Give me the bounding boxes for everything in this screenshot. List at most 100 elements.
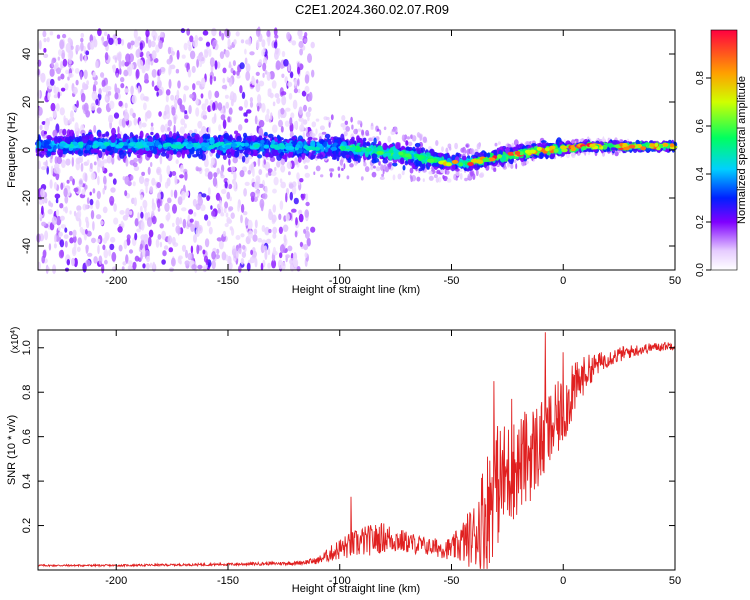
spectrogram-core-blob	[279, 143, 285, 148]
spectrogram-noise-blob	[66, 179, 70, 184]
spectrogram-noise-blob	[103, 237, 108, 244]
spectrogram-noise-blob	[216, 248, 220, 255]
spectrogram-noise-blob	[197, 224, 203, 234]
spectrogram-noise-blob	[202, 114, 208, 120]
spectrogram-signal-blob	[84, 149, 89, 154]
spectrogram-noise-blob	[93, 161, 97, 166]
spectrogram-noise-blob	[460, 147, 465, 153]
spectrogram-core-blob	[654, 142, 659, 147]
spectrogram-noise-blob	[236, 70, 240, 76]
spectrogram-signal-blob	[43, 140, 50, 149]
spectrogram-noise-blob	[305, 132, 310, 138]
spectrogram-noise-blob	[123, 111, 130, 122]
spectrogram-signal-blob	[169, 149, 174, 155]
spectrogram-noise-blob	[127, 260, 133, 266]
spectrogram-noise-blob	[196, 58, 200, 68]
spectrogram-noise-blob	[279, 178, 283, 184]
spectrogram-signal-blob	[336, 153, 340, 162]
spectrogram-signal-blob	[146, 151, 153, 158]
spectrogram-noise-blob	[351, 124, 354, 130]
spectrogram-noise-blob	[96, 190, 101, 200]
spectrogram-signal-blob	[230, 149, 235, 156]
spectrogram-signal-blob	[209, 137, 215, 145]
spectrogram-signal-blob	[415, 159, 421, 167]
spectrogram-noise-blob	[364, 166, 370, 173]
spectrogram-signal-blob	[238, 146, 243, 151]
spectrogram-core-blob	[170, 144, 177, 149]
spectrogram-noise-blob	[164, 202, 170, 212]
spectrogram-noise-blob	[140, 234, 146, 241]
spectrogram-noise-blob	[210, 205, 213, 210]
spectrogram-noise-blob	[255, 27, 261, 37]
colorbar-tick-label: 0.4	[695, 167, 706, 181]
spectrogram-noise-blob	[308, 130, 313, 138]
spectrogram-noise-blob	[279, 244, 286, 254]
spectrogram-core-blob	[303, 145, 309, 149]
spectrogram-noise-blob	[53, 181, 58, 190]
spectrogram-noise-blob	[189, 50, 196, 60]
spectrogram-noise-blob	[77, 209, 82, 219]
spectrogram-noise-blob	[277, 109, 281, 120]
spectrogram-signal-blob	[150, 131, 154, 136]
spectrogram-noise-blob	[90, 210, 95, 220]
spectrogram-noise-blob	[244, 48, 247, 55]
spectrogram-signal-blob	[323, 141, 328, 147]
spectrogram-noise-blob	[61, 52, 65, 60]
spectrogram-noise-blob	[273, 176, 279, 186]
spectrogram-noise-blob	[124, 102, 128, 109]
spectrogram-noise-blob	[265, 173, 269, 178]
spectrogram-noise-blob	[101, 79, 106, 88]
spectrogram-core-blob	[475, 159, 481, 164]
spectrogram-noise-blob	[232, 156, 238, 164]
spectrogram-noise-blob	[422, 136, 427, 143]
spectrogram-noise-blob	[286, 161, 292, 169]
spectrogram-noise-blob	[102, 86, 107, 93]
spectrogram-noise-blob	[287, 245, 293, 252]
spectrogram-noise-blob	[282, 224, 289, 232]
spectrogram-noise-blob	[289, 117, 293, 126]
spectrogram-signal-blob	[433, 162, 440, 167]
spectrogram-noise-blob	[433, 174, 438, 179]
spectrogram-noise-blob	[76, 100, 79, 108]
spectrogram-core-blob	[58, 142, 66, 147]
spectrogram-noise-blob	[159, 173, 163, 184]
spectrogram-noise-blob	[89, 162, 93, 170]
spectrogram-noise-blob	[111, 251, 117, 262]
spectrogram-noise-blob	[121, 39, 125, 46]
spectrogram-noise-blob	[387, 163, 392, 168]
spectrogram-core-blob	[365, 147, 372, 152]
spectrogram-noise-blob	[133, 157, 139, 163]
spectrogram-noise-blob	[267, 262, 271, 269]
spectrogram-noise-blob	[112, 178, 117, 185]
spectrogram-noise-blob	[189, 94, 194, 99]
spectrogram-noise-blob	[264, 70, 268, 75]
spectrogram-noise-blob	[287, 62, 291, 72]
spectrogram-noise-blob	[84, 54, 87, 63]
spectrogram-signal-blob	[256, 137, 262, 142]
spectrogram-noise-blob	[221, 188, 227, 195]
spectrogram-noise-blob	[100, 220, 104, 226]
spectrogram-noise-blob	[199, 51, 203, 58]
spectrogram-noise-blob	[254, 219, 258, 229]
spectrogram-noise-blob	[181, 54, 186, 59]
spectrogram-noise-blob	[269, 92, 274, 99]
spectrogram-noise-blob	[205, 258, 209, 266]
spectrogram-noise-blob	[296, 159, 299, 165]
spectrogram-noise-blob	[258, 80, 265, 87]
spectrogram-noise-blob	[68, 59, 72, 65]
spectrogram-noise-blob	[218, 239, 224, 250]
spectrogram-noise-blob	[281, 50, 286, 58]
spectrogram-noise-blob	[100, 72, 105, 78]
spectrogram-noise-blob	[422, 178, 425, 183]
spectrogram-noise-blob	[231, 248, 238, 257]
spectrogram-noise-blob	[382, 169, 385, 175]
spectrogram-noise-blob	[98, 255, 103, 265]
spectrogram-noise-blob	[236, 74, 241, 79]
spectrogram-noise-blob	[76, 246, 81, 252]
spectrogram-noise-blob	[49, 31, 54, 36]
spectrogram-noise-blob	[138, 175, 145, 185]
spectrogram-noise-blob	[240, 203, 245, 213]
spectrogram-core-blob	[349, 146, 356, 151]
spectrogram-noise-blob	[225, 101, 230, 109]
spectrogram-signal-blob	[267, 133, 274, 139]
